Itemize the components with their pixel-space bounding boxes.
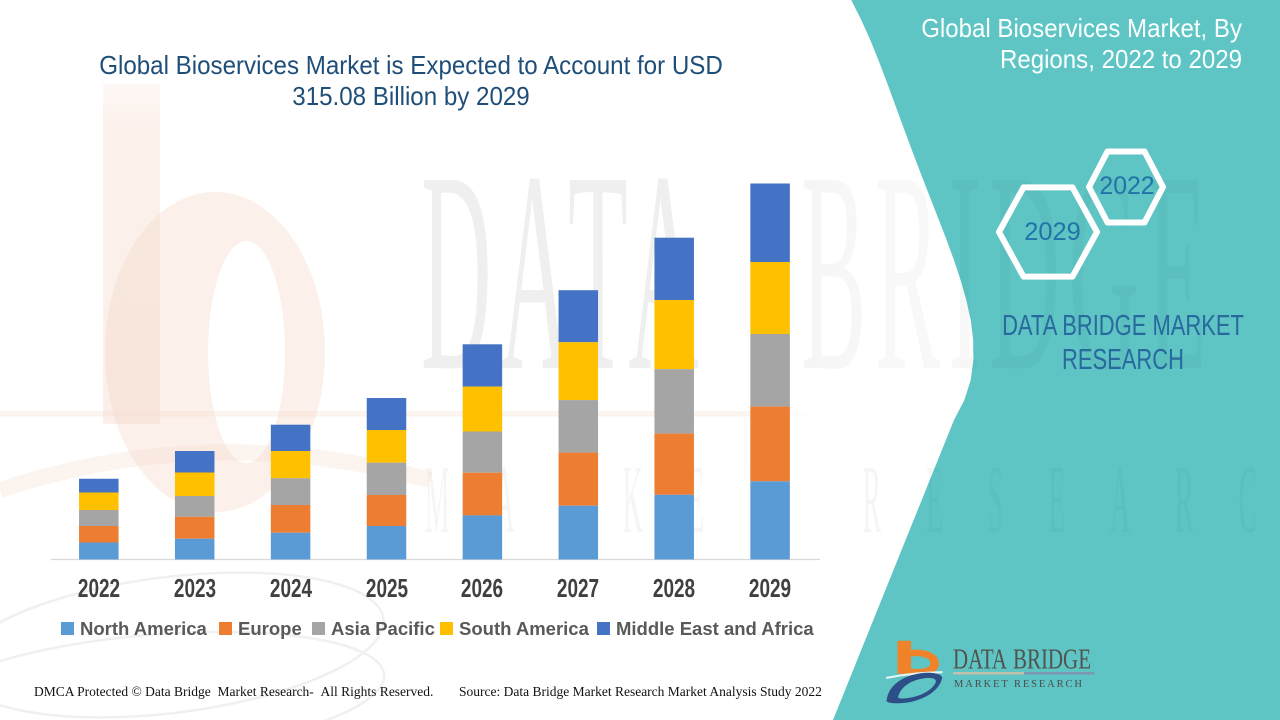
svg-text:MARKET RESEARCH: MARKET RESEARCH bbox=[954, 679, 1085, 690]
svg-text:BRIDGE: BRIDGE bbox=[1013, 645, 1091, 676]
svg-text:DATA: DATA bbox=[953, 645, 1008, 676]
